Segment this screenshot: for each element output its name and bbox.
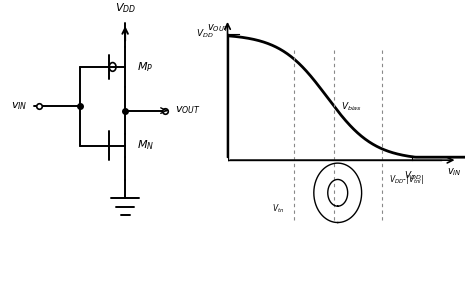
Text: $V_{DD}$-$|V_{tnl}|$: $V_{DD}$-$|V_{tnl}|$ bbox=[389, 173, 424, 186]
Text: $v_{IN}$: $v_{IN}$ bbox=[11, 100, 28, 112]
Text: $V_{DD}$: $V_{DD}$ bbox=[196, 28, 213, 40]
Text: $V_{DD}$: $V_{DD}$ bbox=[403, 169, 421, 182]
Text: $v_{OUT}$: $v_{OUT}$ bbox=[207, 22, 229, 34]
Text: $V_{tn}$: $V_{tn}$ bbox=[272, 203, 284, 215]
Text: $V_{DD}$: $V_{DD}$ bbox=[115, 1, 136, 15]
Text: $M_N$: $M_N$ bbox=[137, 139, 154, 152]
Text: $v_{OUT}$: $v_{OUT}$ bbox=[175, 105, 201, 116]
Text: $V_{bias}$: $V_{bias}$ bbox=[341, 100, 362, 113]
Text: $M_P$: $M_P$ bbox=[137, 60, 153, 74]
Text: $v_{IN}$: $v_{IN}$ bbox=[447, 166, 462, 178]
